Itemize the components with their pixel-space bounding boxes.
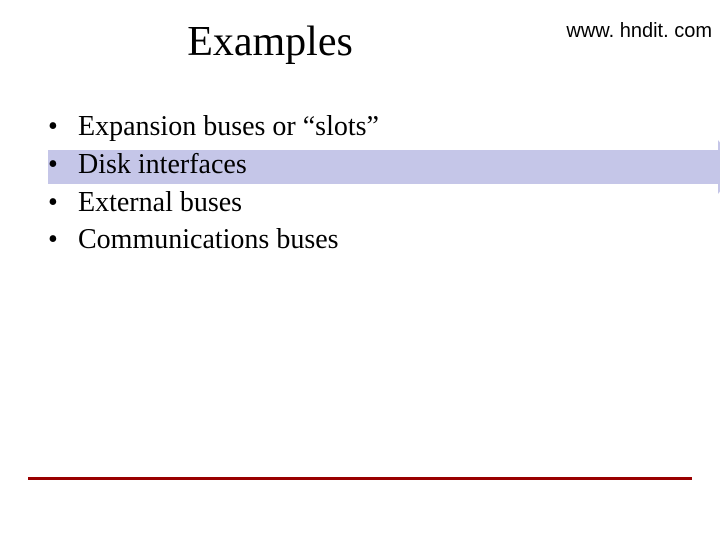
- list-item: • Disk interfaces: [48, 146, 379, 184]
- bullet-text: Communications buses: [78, 221, 339, 259]
- bullet-text: Disk interfaces: [78, 146, 247, 184]
- list-item: • Communications buses: [48, 221, 379, 259]
- bullet-icon: •: [48, 184, 78, 222]
- footer-divider: [28, 477, 692, 480]
- bullet-icon: •: [48, 108, 78, 146]
- source-url: www. hndit. com: [566, 20, 712, 43]
- bullet-icon: •: [48, 221, 78, 259]
- bullet-list: • Expansion buses or “slots” • Disk inte…: [48, 108, 379, 259]
- list-item: • Expansion buses or “slots”: [48, 108, 379, 146]
- bullet-text: Expansion buses or “slots”: [78, 108, 379, 146]
- bullet-text: External buses: [78, 184, 242, 222]
- bullet-icon: •: [48, 146, 78, 184]
- page-title: Examples: [0, 18, 540, 66]
- list-item: • External buses: [48, 184, 379, 222]
